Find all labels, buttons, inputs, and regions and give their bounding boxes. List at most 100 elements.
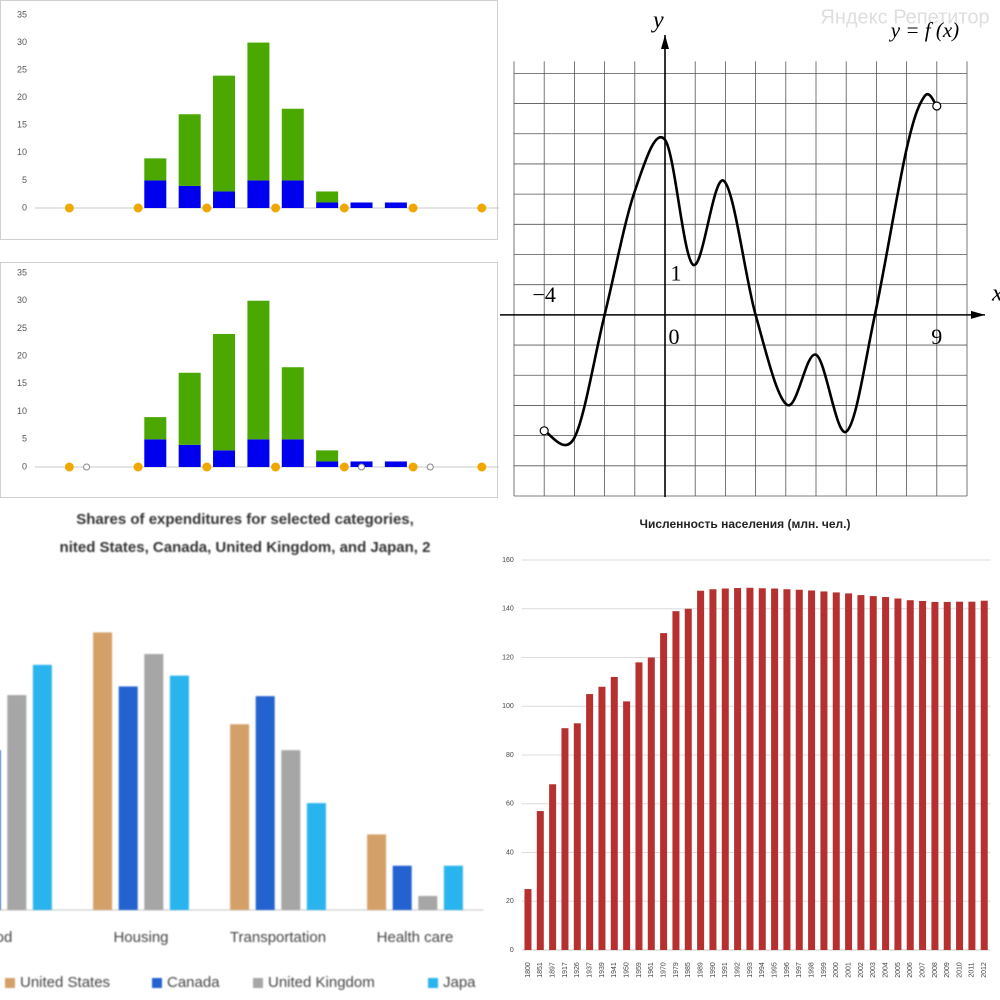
- y-tick-label: 20: [17, 351, 27, 361]
- bar: [684, 608, 692, 950]
- bar: [980, 600, 988, 950]
- chart-title: nited States, Canada, United Kingdom, an…: [60, 539, 431, 556]
- x-tick-label: 1950: [623, 962, 630, 978]
- x-tick-label: 2003: [870, 962, 877, 978]
- y-tick-label: 1: [671, 261, 682, 286]
- marker: [271, 462, 281, 472]
- x-tick-label: 2005: [895, 962, 902, 978]
- bar: [647, 657, 655, 950]
- bar: [144, 654, 164, 910]
- bar: [32, 664, 52, 910]
- x-tick-label: 0: [669, 324, 680, 349]
- bar: [783, 589, 791, 950]
- x-tick-label: 1926: [574, 962, 581, 978]
- bar-segment: [144, 439, 167, 467]
- bar-segment: [144, 158, 167, 181]
- bar-segment: [316, 191, 339, 203]
- bar: [820, 591, 828, 950]
- bar-segment: [316, 461, 339, 467]
- x-tick-label: 1998: [808, 962, 815, 978]
- y-tick-label: 140: [502, 606, 514, 613]
- x-tick-label: 1941: [611, 962, 618, 978]
- x-tick-label: 2000: [833, 962, 840, 978]
- bar: [418, 895, 438, 910]
- x-tick-label: 2010: [956, 962, 963, 978]
- marker: [271, 203, 281, 213]
- x-tick-label: Transportation: [230, 929, 326, 946]
- bar: [610, 677, 618, 950]
- y-tick-label: 0: [22, 202, 27, 212]
- bar: [660, 633, 668, 950]
- x-tick-label: Housing: [113, 929, 168, 946]
- bar: [758, 588, 766, 950]
- bar: [0, 750, 1, 910]
- x-tick-label: 1995: [771, 962, 778, 978]
- chart-title: Shares of expenditures for selected cate…: [76, 511, 414, 528]
- x-axis-label: x: [991, 280, 1000, 306]
- y-axis-label: y: [651, 8, 664, 34]
- bar: [832, 592, 840, 950]
- legend-label: Canada: [167, 974, 220, 991]
- x-tick-label: 1994: [759, 962, 766, 978]
- bar: [443, 865, 463, 910]
- y-tick-label: 30: [17, 295, 27, 305]
- open-endpoint: [932, 101, 942, 111]
- bar: [230, 724, 250, 910]
- y-tick-label: 120: [502, 654, 514, 661]
- bar: [598, 686, 606, 950]
- bar: [392, 865, 412, 910]
- bar-segment: [316, 202, 339, 208]
- bar: [586, 694, 594, 950]
- function-graph: Яндекс Репетитор x y y = f (x) −4 0 9 1: [500, 6, 1000, 497]
- bar-segment: [384, 461, 407, 467]
- legend-swatch: [152, 978, 162, 988]
- bar: [968, 601, 976, 950]
- bar-segment: [316, 450, 339, 462]
- x-tick-label: 2002: [858, 962, 865, 978]
- bar: [721, 588, 729, 950]
- chart-title: y = f (x): [889, 18, 959, 42]
- open-endpoint: [539, 426, 549, 436]
- bar: [857, 595, 865, 950]
- y-tick-label: 80: [506, 752, 514, 759]
- bar-segment: [144, 180, 167, 208]
- legend-swatch: [253, 978, 263, 988]
- x-tick-label: 1979: [673, 962, 680, 978]
- x-tick-label: 2004: [882, 962, 889, 978]
- bar: [281, 750, 301, 910]
- bar: [697, 590, 705, 950]
- x-tick-label: 2007: [919, 962, 926, 978]
- marker: [83, 463, 91, 471]
- y-tick-label: 15: [17, 378, 27, 388]
- bar-segment: [144, 417, 167, 440]
- x-tick-label: 2001: [845, 962, 852, 978]
- marker: [426, 463, 434, 471]
- x-tick-label: 2011: [969, 962, 976, 977]
- marker: [408, 203, 418, 213]
- x-tick-label: 1989: [697, 962, 704, 978]
- x-tick-label: 1991: [722, 962, 729, 978]
- bar: [845, 593, 853, 950]
- bar-segment: [350, 202, 373, 208]
- bar-segment: [247, 180, 270, 208]
- bar-segment: [281, 367, 304, 440]
- y-tick-label: 10: [17, 147, 27, 157]
- bar: [906, 600, 914, 950]
- x-tick-label: 1939: [599, 962, 606, 978]
- marker: [408, 462, 418, 472]
- bar: [169, 675, 189, 910]
- watermark: Яндекс Репетитор: [820, 6, 989, 28]
- bar: [118, 686, 138, 910]
- y-tick-label: 35: [17, 267, 27, 277]
- bar: [623, 701, 631, 950]
- bar: [771, 588, 779, 950]
- y-tick-label: 160: [502, 557, 514, 564]
- bar-segment: [178, 444, 201, 467]
- bar: [672, 611, 680, 950]
- x-tick-label: 1985: [685, 962, 692, 978]
- bar-segment: [178, 372, 201, 445]
- y-tick-label: 0: [22, 461, 27, 471]
- x-tick-label: 1937: [586, 962, 593, 978]
- x-tick-label: 2006: [907, 962, 914, 978]
- marker: [202, 462, 212, 472]
